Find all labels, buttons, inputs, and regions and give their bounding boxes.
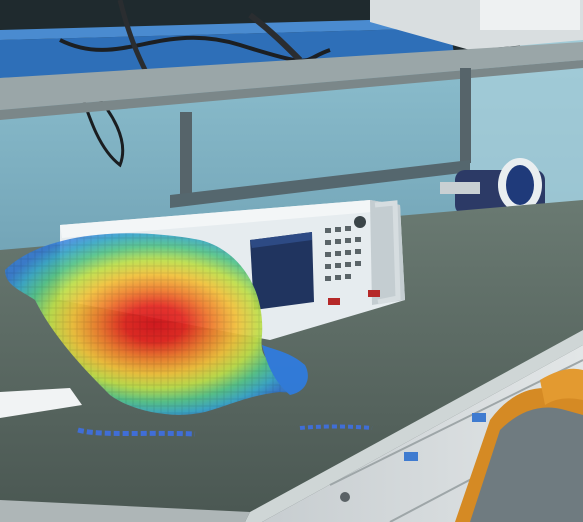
chair	[455, 368, 583, 522]
cable	[248, 12, 303, 63]
heatmap-overlay	[5, 233, 373, 437]
printer-body	[480, 0, 580, 30]
drawer-handle	[340, 492, 350, 502]
paper	[0, 388, 82, 418]
hanging-cable	[78, 89, 125, 168]
shelf-post	[180, 112, 192, 197]
bench-edge-left	[0, 500, 250, 522]
instrument-screen	[250, 232, 314, 310]
shelf-post	[460, 68, 471, 163]
shelf-edge	[0, 60, 583, 120]
blue-equipment	[0, 28, 455, 78]
antenna-device	[440, 158, 545, 215]
shelf	[0, 42, 583, 110]
drawer-label	[404, 452, 418, 461]
drawer-label	[472, 413, 486, 422]
heatmap-fragment	[77, 427, 196, 437]
bench-edge	[245, 330, 583, 522]
heatmap-tail	[262, 345, 308, 395]
heatmap-fragment	[299, 424, 373, 430]
wall-rail	[170, 160, 470, 208]
blue-equipment-top	[0, 18, 450, 40]
